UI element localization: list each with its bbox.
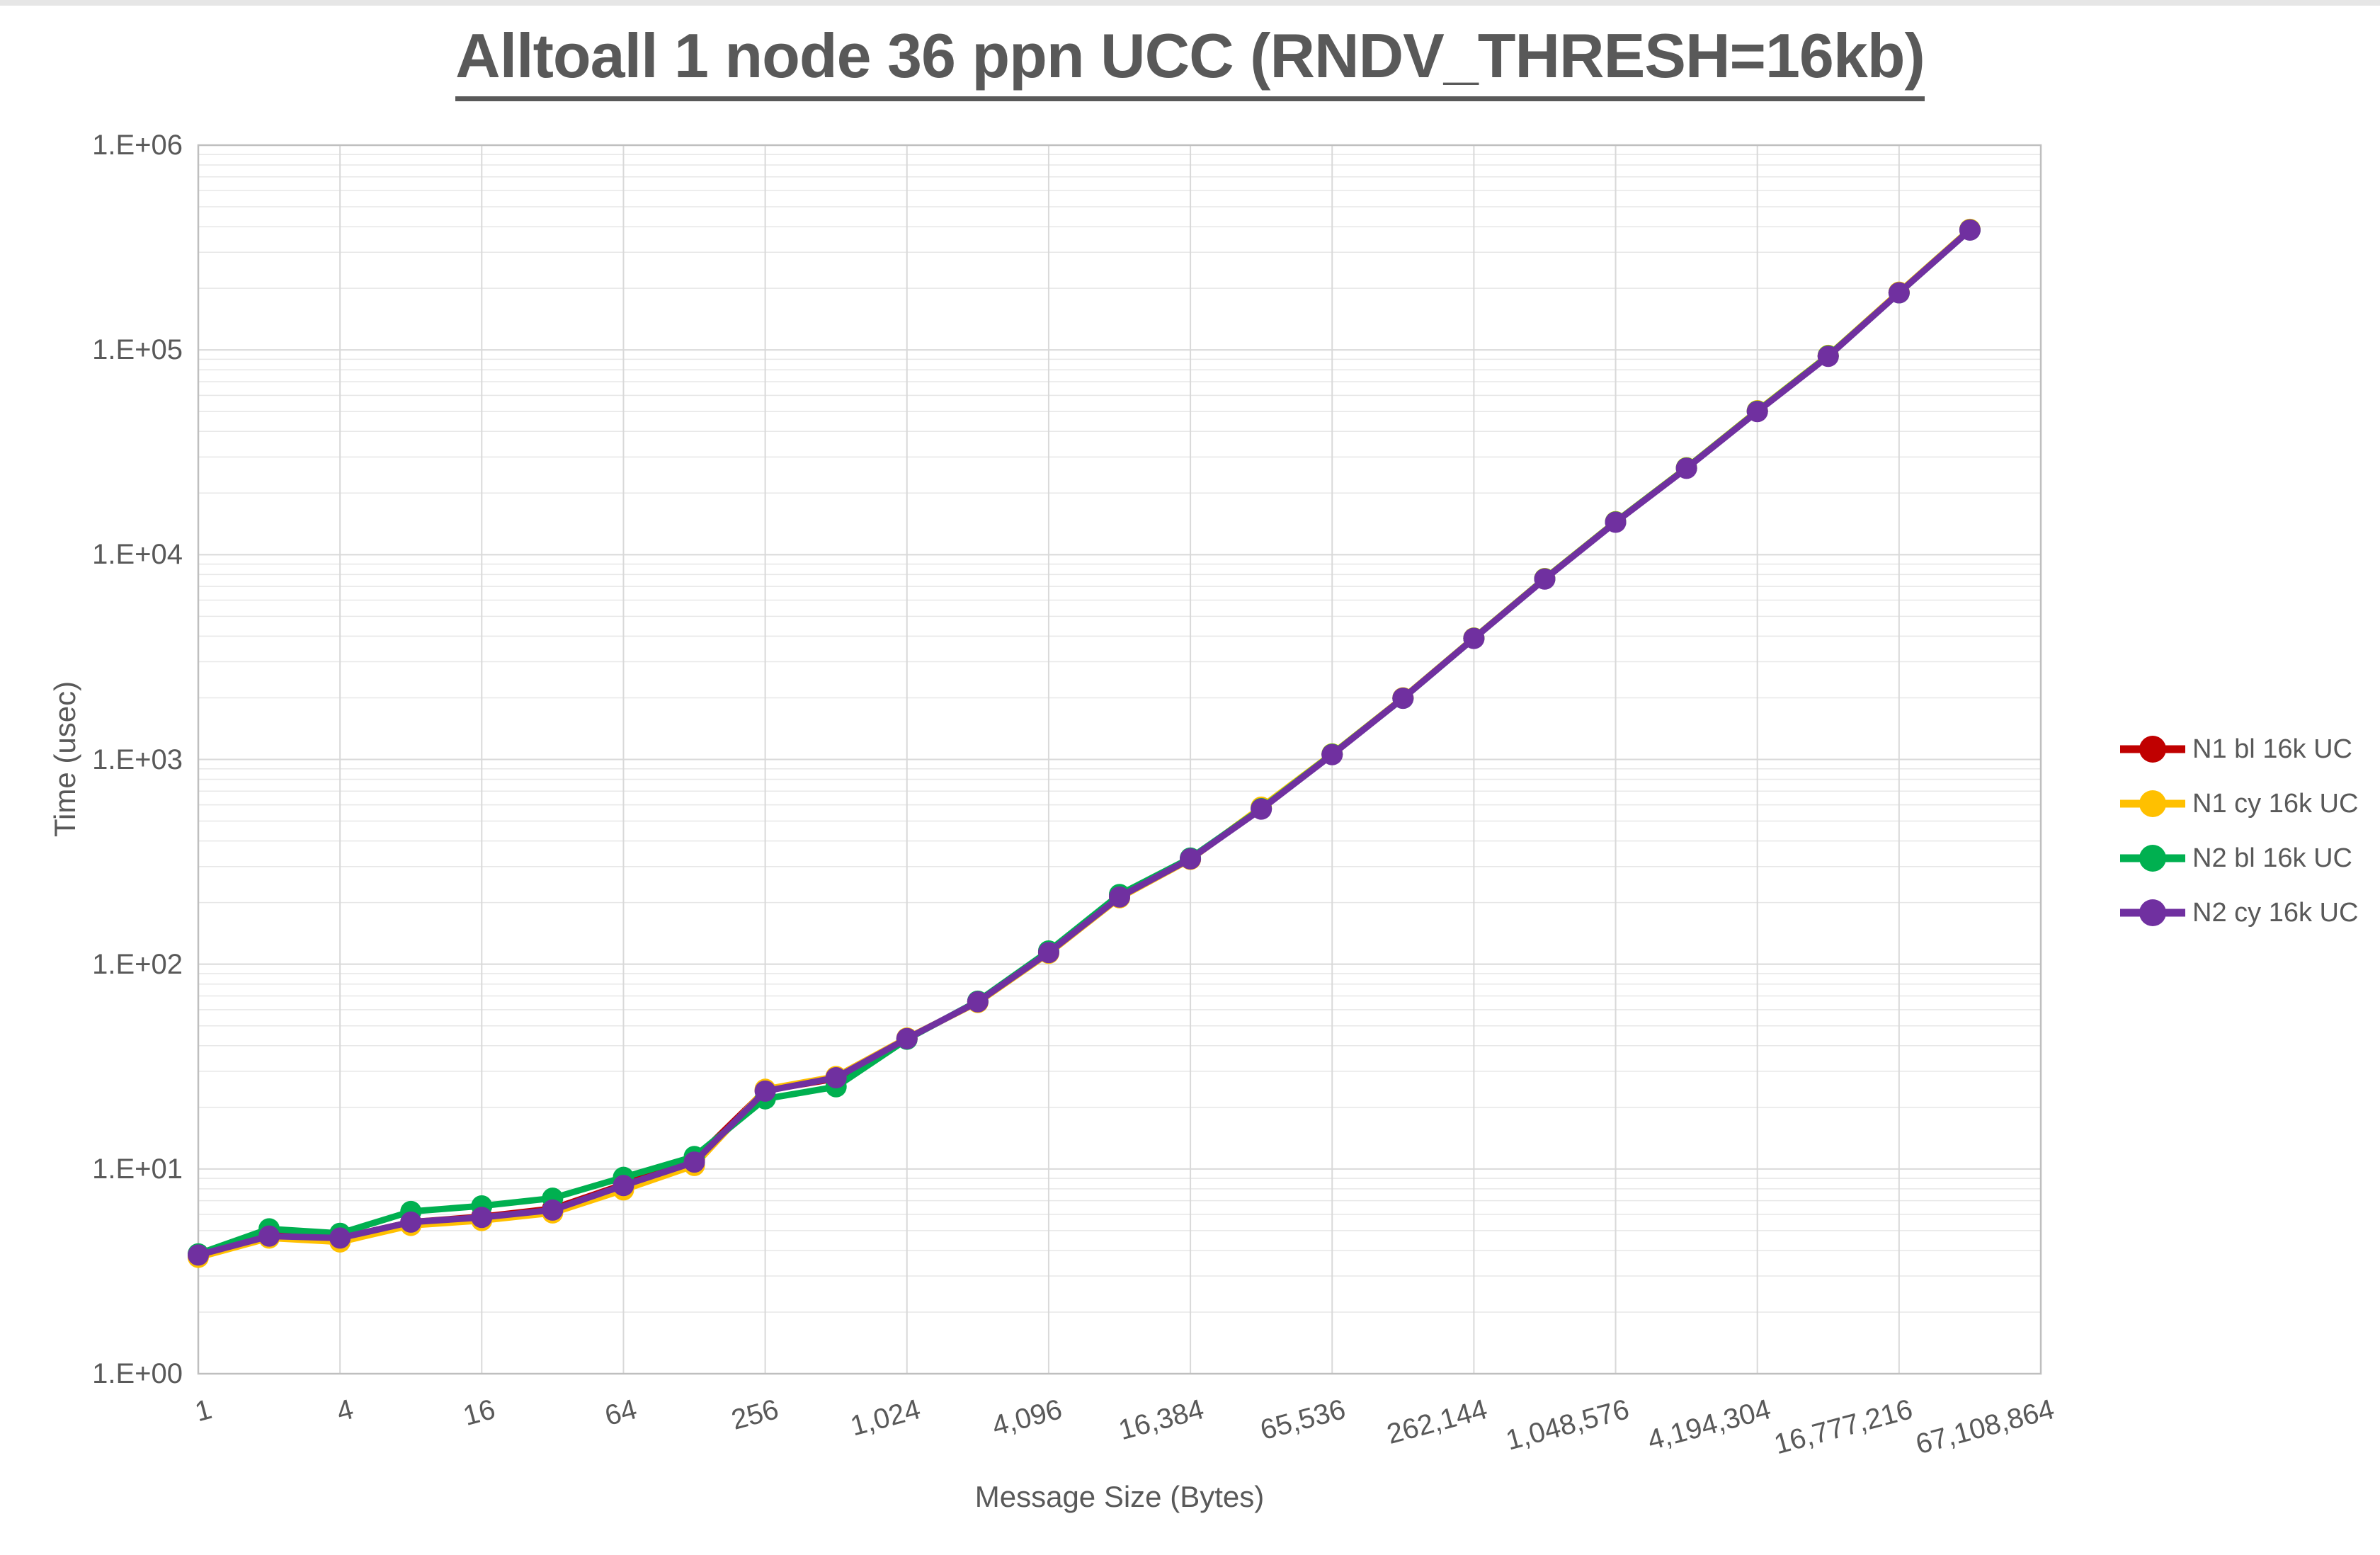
series-marker-N2-cy-16k-UC xyxy=(825,1066,847,1088)
legend-entry: N1 cy 16k UC xyxy=(2119,784,2358,824)
series-marker-N2-cy-16k-UC xyxy=(683,1151,705,1173)
legend-marker-icon xyxy=(2120,845,2185,872)
series-line-N2-cy-16k-UC xyxy=(195,227,1974,1258)
series-marker-N2-cy-16k-UC xyxy=(329,1227,351,1249)
plot-border xyxy=(197,144,2042,1375)
series-marker-N2-cy-16k-UC xyxy=(1180,848,1202,870)
series-marker-N2-cy-16k-UC xyxy=(471,1207,493,1229)
y-tick-label: 1.E+04 xyxy=(92,539,183,571)
series-marker-N2-cy-16k-UC xyxy=(1817,346,1839,368)
legend-entry: N1 bl 16k UC xyxy=(2119,729,2352,769)
series-line-N1-cy-16k-UC xyxy=(195,226,1974,1261)
series-marker-N2-cy-16k-UC xyxy=(1675,457,1697,479)
series-marker-N2-cy-16k-UC xyxy=(1959,219,1981,241)
y-tick-label: 1.E+01 xyxy=(92,1153,183,1185)
y-tick-label: 1.E+02 xyxy=(92,948,183,980)
series-marker-N2-cy-16k-UC xyxy=(188,1244,209,1266)
series-marker-N2-cy-16k-UC xyxy=(613,1175,634,1197)
series-marker-N2-cy-16k-UC xyxy=(1605,511,1627,533)
series-marker-N2-cy-16k-UC xyxy=(542,1199,564,1221)
series-marker-N2-cy-16k-UC xyxy=(1321,744,1343,765)
series-marker-N2-cy-16k-UC xyxy=(967,991,989,1013)
series-marker-N2-cy-16k-UC xyxy=(1392,688,1414,710)
legend-entry: N2 cy 16k UC xyxy=(2119,893,2358,933)
legend-entry: N2 bl 16k UC xyxy=(2119,838,2352,878)
series-marker-N2-cy-16k-UC xyxy=(1037,942,1059,964)
series-marker-N2-cy-16k-UC xyxy=(896,1027,918,1049)
series-line-N1-bl-16k-UC xyxy=(195,227,1974,1258)
series-marker-N2-cy-16k-UC xyxy=(1888,282,1910,304)
series-marker-N2-cy-16k-UC xyxy=(1109,886,1130,908)
x-axis-title: Message Size (Bytes) xyxy=(974,1480,1265,1513)
legend-label: N1 cy 16k UC xyxy=(2192,788,2359,819)
chart-title: Alltoall 1 node 36 ppn UCC (RNDV_THRESH=… xyxy=(0,20,2380,101)
legend-marker-icon xyxy=(2120,899,2185,926)
series-marker-N2-cy-16k-UC xyxy=(754,1080,776,1102)
legend-marker-icon xyxy=(2120,736,2185,763)
series-marker-N2-cy-16k-UC xyxy=(400,1211,422,1233)
y-tick-label: 1.E+00 xyxy=(92,1358,183,1389)
series-marker-N2-cy-16k-UC xyxy=(258,1225,280,1247)
series-line-N2-bl-16k-UC xyxy=(195,227,1974,1258)
legend-marker-icon xyxy=(2120,790,2185,817)
y-tick-label: 1.E+06 xyxy=(92,130,183,161)
series-marker-N2-cy-16k-UC xyxy=(1746,401,1768,423)
y-tick-label: 1.E+03 xyxy=(92,744,183,775)
legend-label: N2 bl 16k UC xyxy=(2192,843,2352,873)
legend-label: N1 bl 16k UC xyxy=(2192,734,2352,764)
series-marker-N2-cy-16k-UC xyxy=(1534,568,1556,590)
series-marker-N2-cy-16k-UC xyxy=(1463,627,1485,649)
series-marker-N2-cy-16k-UC xyxy=(1251,798,1272,820)
legend-label: N2 cy 16k UC xyxy=(2192,897,2359,928)
y-tick-label: 1.E+05 xyxy=(92,334,183,366)
chart-title-text: Alltoall 1 node 36 ppn UCC (RNDV_THRESH=… xyxy=(455,20,1925,101)
window-top-strip xyxy=(0,0,2380,6)
